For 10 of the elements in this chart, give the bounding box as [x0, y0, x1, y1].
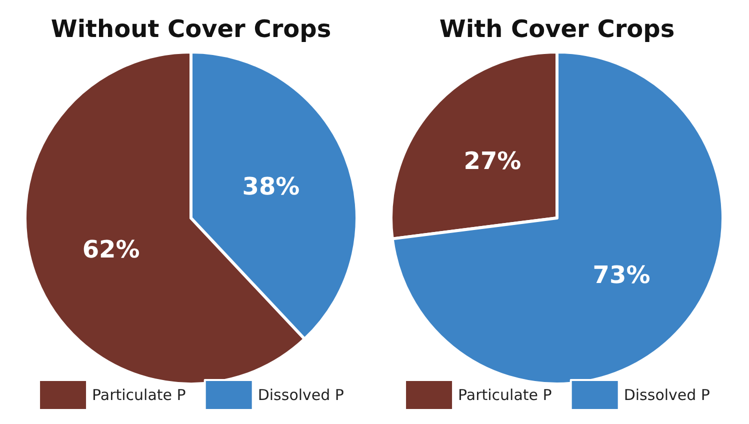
chart-title: Without Cover Crops [50, 15, 332, 43]
data-label: 73% [592, 260, 650, 289]
legend-label: Dissolved P [258, 386, 344, 404]
chart-title: With Cover Crops [439, 15, 675, 43]
legend-label: Particulate P [458, 386, 552, 404]
data-label: 27% [464, 147, 522, 176]
data-label: 62% [82, 236, 140, 264]
legend-label: Dissolved P [624, 386, 710, 404]
data-label: 38% [242, 172, 300, 200]
legend-label: Particulate P [92, 386, 186, 404]
